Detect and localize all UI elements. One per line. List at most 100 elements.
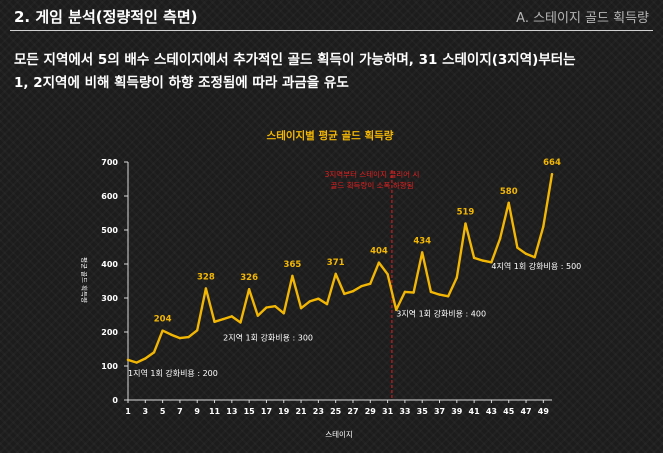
x-tick-label: 5: [160, 407, 166, 416]
data-point: [247, 287, 251, 291]
description: 모든 지역에서 5의 배수 스테이지에서 추가적인 골드 획득이 가능하며, 3…: [14, 49, 654, 95]
data-point: [472, 256, 476, 260]
description-line-2: 1, 2지역에 비해 획득량이 하향 조정됨에 따라 과금을 유도: [14, 75, 349, 91]
divider-note-line-2: 골드 획득량이 소폭 하향됨: [330, 180, 413, 190]
data-point: [412, 291, 415, 294]
x-tick-label: 11: [209, 407, 221, 416]
x-tick-label: 33: [399, 407, 410, 416]
x-tick-label: 21: [295, 407, 307, 416]
data-point: [299, 307, 303, 310]
data-point: [291, 274, 294, 278]
data-point: [455, 276, 459, 279]
data-point: [524, 252, 528, 255]
section-subtitle: A. 스테이지 골드 획득량: [516, 11, 649, 26]
data-point: [490, 261, 493, 264]
data-point: [221, 317, 225, 321]
y-tick-label: 400: [101, 260, 118, 269]
y-tick-label: 200: [101, 328, 118, 337]
data-point: [152, 351, 156, 354]
data-point: [533, 256, 536, 259]
data-point: [386, 273, 389, 276]
x-axis-label: 스테이지: [325, 429, 353, 439]
data-point: [334, 272, 337, 276]
x-tick-label: 3: [143, 407, 149, 416]
x-tick-label: 7: [177, 407, 183, 416]
x-tick-label: 31: [382, 407, 394, 416]
x-tick-label: 29: [365, 407, 377, 416]
data-label: 434: [413, 236, 431, 246]
data-point: [369, 282, 372, 285]
region-cost-annotation: 3지역 1회 강화비용 : 400: [396, 309, 486, 319]
x-tick-label: 23: [313, 407, 324, 416]
section-title: 2. 게임 분석(정량적인 측면): [14, 8, 198, 26]
data-point: [481, 259, 484, 262]
x-tick-label: 43: [486, 407, 497, 416]
data-label: 580: [500, 187, 518, 197]
data-point: [187, 335, 190, 339]
data-point: [395, 308, 398, 312]
data-point: [446, 295, 450, 298]
slide-header: 2. 게임 분석(정량적인 측면) A. 스테이지 골드 획득량: [0, 0, 663, 32]
y-tick-label: 700: [101, 158, 118, 167]
data-point: [438, 293, 441, 296]
data-label: 519: [457, 208, 475, 218]
data-point: [343, 292, 346, 296]
data-point: [403, 290, 407, 294]
region-cost-annotation: 1지역 1회 강화비용 : 200: [128, 368, 218, 378]
data-point: [135, 361, 138, 364]
x-tick-label: 13: [226, 407, 237, 416]
x-tick-label: 25: [330, 407, 342, 416]
y-tick-label: 100: [101, 362, 118, 371]
data-label: 365: [284, 260, 302, 270]
x-tick-label: 35: [417, 407, 429, 416]
data-point: [429, 290, 433, 294]
x-tick-label: 49: [538, 407, 550, 416]
x-tick-label: 15: [244, 407, 256, 416]
data-label: 204: [154, 315, 172, 325]
data-label: 664: [543, 158, 561, 168]
data-point: [265, 306, 268, 309]
data-point: [161, 329, 164, 332]
data-point: [351, 290, 355, 293]
data-label: 326: [240, 273, 258, 283]
data-point: [273, 304, 277, 308]
x-tick-label: 45: [503, 407, 515, 416]
data-point: [213, 320, 216, 323]
data-point: [421, 251, 424, 254]
y-tick-label: 600: [101, 192, 118, 201]
x-tick-label: 37: [434, 407, 445, 416]
region-cost-annotation: 2지역 1회 강화비용 : 300: [223, 333, 313, 343]
data-point: [308, 300, 311, 303]
divider-note-line-1: 3지역부터 스테이지 클리어 시: [325, 169, 420, 179]
data-point: [377, 261, 381, 264]
x-tick-label: 19: [278, 407, 290, 416]
x-tick-label: 39: [451, 407, 463, 416]
description-line-1: 모든 지역에서 5의 배수 스테이지에서 추가적인 골드 획득이 가능하며, 3…: [14, 52, 576, 68]
x-tick-label: 47: [520, 407, 531, 416]
data-point: [498, 237, 502, 240]
data-point: [317, 297, 320, 300]
region-cost-annotation: 4지역 1회 강화비용 : 500: [491, 261, 581, 271]
data-point: [542, 225, 545, 228]
data-point: [550, 173, 554, 176]
chart-title: 스테이지별 평균 골드 획득량: [267, 129, 394, 142]
data-point: [239, 321, 242, 324]
x-tick-label: 9: [194, 407, 200, 416]
x-tick-label: 41: [469, 407, 481, 416]
x-tick-label: 27: [347, 407, 358, 416]
data-point: [144, 357, 147, 360]
gold-series-line: [126, 172, 554, 364]
y-tick-label: 500: [101, 226, 118, 235]
data-point: [464, 222, 467, 225]
data-point: [178, 336, 182, 340]
y-axis-label: 평균 골드 획득량: [80, 257, 89, 303]
data-point: [230, 315, 234, 318]
data-point: [507, 201, 510, 204]
data-point: [126, 358, 130, 362]
data-label: 328: [197, 272, 215, 282]
x-tick-label: 1: [125, 407, 131, 416]
data-label: 404: [370, 247, 388, 257]
y-tick-label: 300: [101, 294, 118, 303]
data-point: [325, 302, 329, 306]
x-tick-label: 17: [261, 407, 272, 416]
